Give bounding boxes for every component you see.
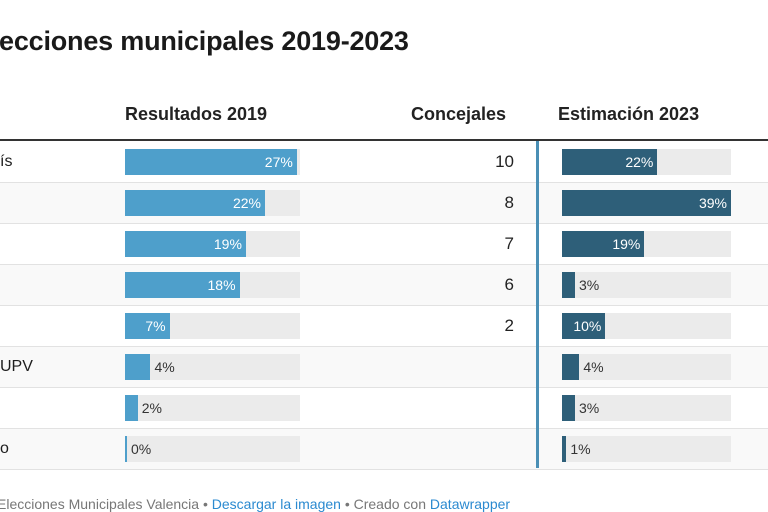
- bar-label-e2023: 3%: [579, 277, 600, 293]
- bar-track-e2023: 19%: [562, 231, 731, 257]
- councillors-count: 2: [504, 316, 514, 335]
- bar-track-e2023: 4%: [562, 354, 731, 380]
- bar-r2019: [125, 395, 138, 421]
- header-estimate-2023: Estimación 2023: [558, 104, 700, 124]
- chart-title: ecciones municipales 2019-2023: [0, 26, 409, 56]
- table-row: 2% 3%: [0, 388, 768, 429]
- bar-label-e2023: 10%: [573, 318, 602, 334]
- bar-r2019: [125, 190, 265, 216]
- bar-label-e2023: 4%: [583, 359, 604, 375]
- row-name: ís: [0, 153, 13, 170]
- footer-created: Creado con: [353, 496, 430, 512]
- bar-track-e2023: 1%: [562, 436, 731, 462]
- bar-label-r2019: 19%: [213, 236, 242, 252]
- bar-r2019: [125, 436, 127, 462]
- bar-label-r2019: 0%: [131, 441, 152, 457]
- bar-track-e2023: 3%: [562, 272, 731, 298]
- footer-separator: •: [340, 496, 354, 512]
- bar-label-e2023: 19%: [612, 236, 641, 252]
- bar-track-e2023: 39%: [562, 190, 731, 216]
- councillors-count: 6: [504, 275, 514, 294]
- bar-e2023: [562, 436, 567, 462]
- bar-label-r2019: 2%: [141, 400, 162, 416]
- bar-track-r2019: 18%: [125, 272, 300, 298]
- bar-track-r2019: 4%: [125, 354, 300, 380]
- footer-separator: •: [199, 496, 212, 512]
- table-row: 7% 2 10%: [0, 306, 768, 347]
- bar-r2019: [125, 354, 151, 380]
- bar-track-e2023: 22%: [562, 149, 731, 175]
- row-name: o: [0, 440, 9, 457]
- table-row: UPV 4% 4%: [0, 347, 768, 388]
- bar-track-e2023: 10%: [562, 313, 731, 339]
- bar-r2019: [125, 272, 240, 298]
- bar-e2023: [562, 190, 731, 216]
- header-rule: [0, 139, 768, 141]
- councillors-count: 7: [504, 234, 514, 253]
- bar-label-r2019: 22%: [232, 195, 261, 211]
- download-image-link[interactable]: Descargar la imagen: [211, 496, 341, 512]
- bar-label-e2023: 22%: [625, 154, 654, 170]
- bar-e2023: [562, 231, 645, 257]
- bar-track-e2023: 3%: [562, 395, 731, 421]
- table-row: 22% 8 39%: [0, 183, 768, 224]
- bar-label-e2023: 3%: [579, 400, 600, 416]
- header-councillors: Concejales: [411, 104, 507, 124]
- bar-track-r2019: 7%: [125, 313, 300, 339]
- table-row: 18% 6 3%: [0, 265, 768, 306]
- bar-r2019: [125, 313, 170, 339]
- table-row: ís 27% 10 22%: [0, 142, 768, 183]
- bar-r2019: [125, 149, 297, 175]
- footer: Elecciones Municipales Valencia • Descar…: [0, 496, 510, 512]
- councillors-count: 8: [504, 193, 514, 212]
- row-name: UPV: [0, 358, 33, 375]
- bar-label-e2023: 1%: [570, 441, 591, 457]
- bar-label-r2019: 4%: [154, 359, 175, 375]
- bar-label-e2023: 39%: [698, 195, 727, 211]
- bar-e2023: [562, 354, 580, 380]
- table-row: 19% 7 19%: [0, 224, 768, 265]
- footer-source: Elecciones Municipales Valencia: [0, 496, 200, 512]
- bar-label-r2019: 7%: [145, 318, 166, 334]
- bar-e2023: [562, 272, 575, 298]
- bar-track-r2019: 22%: [125, 190, 300, 216]
- bar-e2023: [562, 395, 575, 421]
- header-results-2019: Resultados 2019: [125, 104, 268, 124]
- bar-e2023: [562, 313, 606, 339]
- bar-track-r2019: 27%: [125, 149, 300, 175]
- bar-label-r2019: 27%: [264, 154, 293, 170]
- bar-label-r2019: 18%: [207, 277, 236, 293]
- column-divider: [536, 141, 539, 468]
- bar-r2019: [125, 231, 246, 257]
- bar-e2023: [562, 149, 658, 175]
- datawrapper-link[interactable]: Datawrapper: [429, 496, 511, 512]
- bar-track-r2019: 2%: [125, 395, 300, 421]
- bar-track-r2019: 0%: [125, 436, 300, 462]
- table-row: o 0% 1%: [0, 429, 768, 470]
- councillors-count: 10: [495, 152, 514, 171]
- bar-track-r2019: 19%: [125, 231, 300, 257]
